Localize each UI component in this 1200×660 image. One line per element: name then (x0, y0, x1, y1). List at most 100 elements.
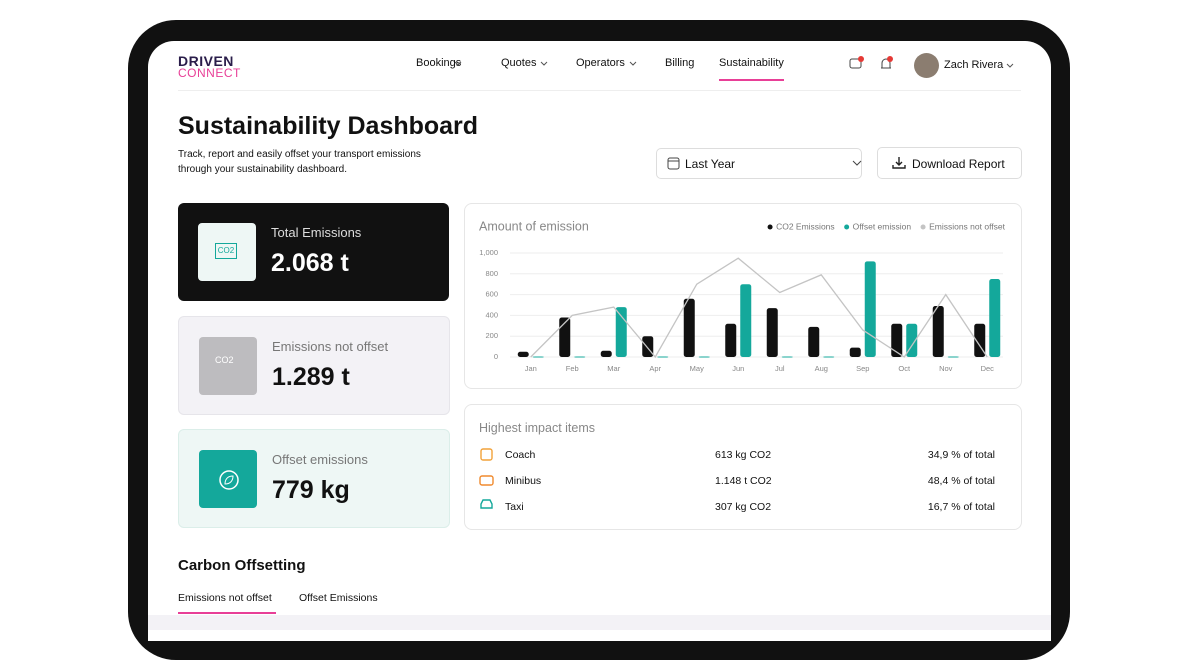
bar (823, 356, 835, 358)
tab-underline (178, 612, 276, 614)
divider (178, 90, 1021, 91)
x-tick-label: Apr (649, 364, 661, 373)
card-not-offset: CO2 Emissions not offset 1.289 t (178, 316, 450, 415)
legend-label: CO2 Emissions (776, 221, 835, 231)
icon-text: CO2 (215, 243, 237, 259)
bar (781, 356, 793, 358)
x-tick-label: Sep (856, 364, 869, 373)
impact-cell: Coach (505, 449, 536, 461)
period-label: Last Year (685, 157, 736, 171)
bar (683, 298, 695, 357)
bar (740, 284, 752, 357)
impact-cell: Minibus (505, 475, 542, 487)
x-tick-label: May (690, 364, 704, 373)
page-title: Sustainability Dashboard (178, 112, 479, 140)
impact-card: Highest impact items Coach 613 kg CO2 34,9… (464, 404, 1022, 530)
logo-bottom: CONNECT (178, 66, 241, 80)
nav-item[interactable]: Operators (576, 57, 625, 69)
period-select[interactable]: Last Year (656, 148, 862, 179)
card-label: Offset emissions (272, 452, 368, 467)
bar (532, 356, 544, 358)
subtitle: through your sustainability dashboard. (178, 164, 347, 175)
bar (849, 347, 861, 357)
download-label: Download Report (912, 157, 1005, 171)
chart: Amount of emission 0 200 400 600 800 1,000 Jan… (479, 219, 1006, 373)
card-label: Total Emissions (271, 225, 362, 240)
impact-cell: 34,9 % of total (927, 449, 995, 461)
card-value: 2.068 t (271, 249, 349, 277)
subtitle: Track, report and easily offset your tra… (178, 149, 421, 160)
avatar[interactable] (914, 53, 939, 78)
nav-chevrons (455, 61, 637, 66)
bar (947, 356, 959, 358)
bar (725, 323, 737, 357)
x-tick-label: Jun (732, 364, 744, 373)
nav-item[interactable]: Bookings (416, 57, 462, 69)
bar (600, 350, 612, 357)
legend-label: Emissions not offset (929, 221, 1006, 231)
impact-cell: 613 kg CO2 (715, 449, 772, 461)
bar (559, 317, 571, 357)
card-icon (199, 450, 257, 508)
y-tick-label: 800 (485, 269, 498, 278)
page: DRIVEN CONNECT Bookings Quotes Operators… (128, 20, 1070, 660)
y-tick-label: 400 (485, 310, 498, 319)
download-button[interactable]: Download Report (877, 147, 1022, 179)
tab[interactable]: Emissions not offset (178, 592, 272, 604)
bar (615, 307, 627, 357)
legend-swatch (844, 224, 850, 230)
bar (974, 323, 986, 357)
section-title: Carbon Offsetting (178, 557, 306, 574)
user-chevron (1006, 63, 1014, 68)
x-tick-label: Dec (981, 364, 995, 373)
chart-title: Amount of emission (479, 219, 589, 233)
bar (808, 326, 820, 357)
impact-cell: 48,4 % of total (927, 475, 995, 487)
y-tick-label: 1,000 (479, 248, 498, 257)
bar (891, 323, 903, 357)
nav-item[interactable]: Sustainability (719, 57, 784, 69)
impact-cell: 1.148 t CO2 (715, 475, 772, 487)
download-icon (892, 157, 906, 169)
bar (574, 356, 586, 358)
bar (864, 261, 876, 357)
card-value: 1.289 t (272, 363, 350, 391)
bar (989, 279, 1001, 357)
line (530, 257, 988, 359)
icon-text: CO2 (215, 355, 234, 365)
bar (657, 356, 669, 358)
impact-title: Highest impact items (479, 421, 596, 435)
nav-item[interactable]: Quotes (501, 57, 537, 69)
x-tick-label: Mar (607, 364, 620, 373)
x-tick-label: Feb (566, 364, 579, 373)
card-icon: CO2 (199, 337, 257, 395)
card-offset: Offset emissions 779 kg (178, 429, 450, 528)
nav-icons[interactable] (848, 56, 898, 74)
bottom-band (148, 615, 1051, 630)
legend-label: Offset emission (853, 221, 912, 231)
x-tick-label: Jan (525, 364, 537, 373)
nav-item[interactable]: Billing (665, 57, 695, 69)
impact-icons (479, 448, 494, 509)
bar (766, 308, 778, 357)
y-tick-label: 0 (494, 352, 498, 361)
tab[interactable]: Offset Emissions (299, 592, 378, 604)
card-label: Emissions not offset (272, 339, 389, 354)
card-value: 779 kg (272, 476, 350, 504)
x-tick-label: Aug (815, 364, 828, 373)
logo-top: DRIVEN (178, 53, 234, 69)
card-total: CO2 Total Emissions 2.068 t (178, 203, 449, 301)
impact-cell: 307 kg CO2 (715, 501, 772, 513)
y-tick-label: 200 (485, 331, 498, 340)
bar (906, 323, 918, 357)
select-icons (667, 157, 862, 170)
x-tick-label: Nov (939, 364, 953, 373)
nav-underline (719, 79, 784, 81)
x-tick-label: Jul (775, 364, 785, 373)
legend-swatch (767, 224, 773, 230)
card-icon: CO2 (198, 223, 256, 281)
bar (698, 356, 710, 358)
impact-cell: 16,7 % of total (927, 501, 995, 513)
impact-cell: Taxi (505, 501, 524, 513)
user-name[interactable]: Zach Rivera (944, 59, 1004, 71)
